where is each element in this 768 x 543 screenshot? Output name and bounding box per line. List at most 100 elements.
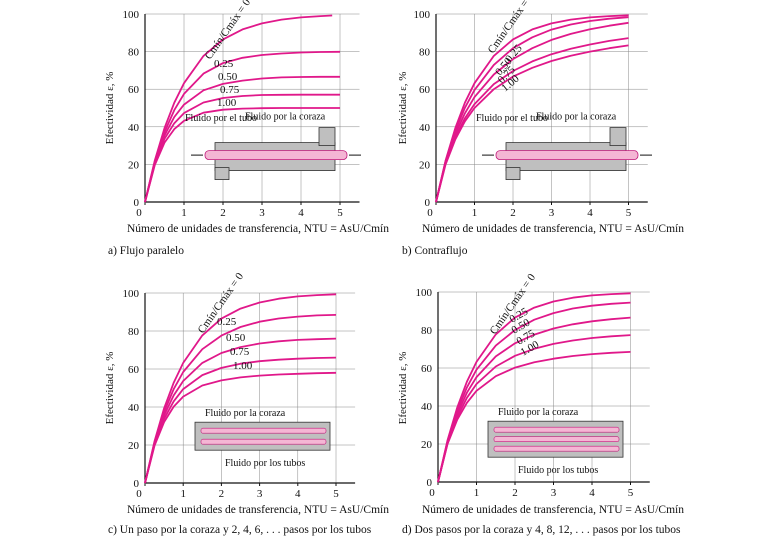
y-tick-label: 60 bbox=[419, 84, 431, 96]
chart-panel-c: 0 1 2 3 4 5 0 20 40 60 80 100 Número de unidades de … bbox=[104, 270, 389, 536]
series-label: 1.00 bbox=[233, 360, 253, 372]
x-axis-label: Número de unidades de transferencia, NTU… bbox=[422, 504, 684, 516]
y-tick-label: 100 bbox=[123, 288, 140, 300]
y-axis-label: Efectividad ε, % bbox=[104, 352, 116, 425]
x-tick-label: 3 bbox=[549, 207, 555, 219]
x-tick-label: 0 bbox=[429, 487, 435, 499]
series-line-4 bbox=[144, 371, 337, 484]
shell-nozzle bbox=[318, 127, 336, 146]
tube-pass bbox=[493, 436, 620, 443]
x-tick-label: 2 bbox=[220, 207, 226, 219]
series-line-3 bbox=[437, 334, 631, 483]
y-tick-label: 40 bbox=[128, 122, 140, 134]
x-tick-label: 3 bbox=[259, 207, 265, 219]
chart-panel-a: 0 1 2 3 4 5 0 20 40 60 80 100 Número de unidades de … bbox=[104, 0, 389, 257]
y-tick-label: 60 bbox=[128, 84, 140, 96]
y-tick-label: 0 bbox=[427, 477, 433, 489]
series-line-1 bbox=[144, 50, 341, 203]
y-tick-label: 20 bbox=[128, 159, 140, 171]
panel-caption: a) Flujo paralelo bbox=[108, 245, 184, 257]
x-tick-label: 1 bbox=[181, 207, 187, 219]
tube-pass bbox=[200, 438, 327, 445]
y-tick-label: 20 bbox=[128, 440, 140, 452]
x-tick-label: 4 bbox=[587, 207, 593, 219]
series-line-0 bbox=[144, 14, 333, 203]
x-axis-label: Número de unidades de transferencia, NTU… bbox=[422, 223, 684, 235]
series-line-3 bbox=[435, 37, 629, 203]
y-tick-label: 40 bbox=[128, 402, 140, 414]
x-tick-label: 0 bbox=[136, 207, 142, 219]
y-tick-label: 40 bbox=[419, 122, 431, 134]
x-tick-label: 0 bbox=[427, 207, 433, 219]
y-tick-label: 60 bbox=[421, 363, 433, 375]
series-line-0 bbox=[144, 293, 337, 484]
series-line-1 bbox=[437, 301, 631, 483]
series-line-4 bbox=[435, 44, 629, 203]
series-label: 0.50 bbox=[218, 71, 238, 83]
x-axis-label: Número de unidades de transferencia, NTU… bbox=[127, 223, 389, 235]
x-tick-label: 5 bbox=[337, 207, 343, 219]
shell-fluid-label: Fluido por la coraza bbox=[536, 111, 617, 122]
x-tick-label: 2 bbox=[219, 488, 225, 500]
y-tick-label: 100 bbox=[123, 9, 140, 21]
x-tick-label: 3 bbox=[551, 487, 557, 499]
series-line-3 bbox=[144, 356, 337, 484]
y-tick-label: 80 bbox=[128, 326, 140, 338]
y-tick-label: 80 bbox=[421, 325, 433, 337]
y-tick-label: 80 bbox=[419, 47, 431, 59]
series-label: 0.25 bbox=[214, 58, 234, 70]
series-label: 0.75 bbox=[230, 346, 250, 358]
x-tick-label: 5 bbox=[626, 207, 632, 219]
tube-fluid-label: Fluido por el tubo bbox=[476, 113, 548, 124]
tube-pass bbox=[493, 445, 620, 452]
x-axis-label: Número de unidades de transferencia, NTU… bbox=[127, 504, 389, 516]
series-label: 0.25 bbox=[217, 316, 237, 328]
tube-fluid-label: Fluido por el tubo bbox=[185, 113, 257, 124]
x-tick-label: 5 bbox=[333, 488, 339, 500]
y-axis-label: Efectividad ε, % bbox=[397, 352, 409, 425]
tube bbox=[495, 150, 639, 161]
series-label: 1.00 bbox=[217, 97, 237, 109]
x-tick-label: 4 bbox=[295, 488, 301, 500]
series-line-2 bbox=[435, 21, 629, 203]
x-tick-label: 2 bbox=[510, 207, 516, 219]
series-line-1 bbox=[144, 314, 337, 484]
y-tick-label: 0 bbox=[425, 197, 431, 209]
shell-nozzle bbox=[609, 127, 627, 146]
shell-nozzle bbox=[505, 167, 521, 181]
y-tick-label: 40 bbox=[421, 401, 433, 413]
series-line-3 bbox=[144, 93, 340, 203]
y-tick-label: 100 bbox=[416, 287, 433, 299]
y-axis-label: Efectividad ε, % bbox=[397, 72, 409, 145]
series-label: 0.75 bbox=[220, 84, 240, 96]
tube-fluid-label: Fluido por los tubos bbox=[225, 458, 305, 469]
exchanger-schematic: Fluido por la coraza Fluido por los tubos bbox=[487, 407, 624, 476]
panel-caption: c) Un paso por la coraza y 2, 4, 6, . . … bbox=[108, 524, 372, 536]
x-tick-label: 2 bbox=[512, 487, 518, 499]
x-tick-label: 1 bbox=[474, 487, 480, 499]
chart-panel-d: 0 1 2 3 4 5 0 20 40 60 80 100 Número de unidades de … bbox=[397, 271, 684, 536]
x-tick-label: 4 bbox=[589, 487, 595, 499]
series-line-2 bbox=[437, 316, 631, 483]
tube-pass bbox=[493, 426, 620, 433]
y-tick-label: 60 bbox=[128, 364, 140, 376]
shell-fluid-label: Fluido por la coraza bbox=[498, 407, 579, 418]
y-tick-label: 0 bbox=[134, 478, 140, 490]
x-tick-label: 1 bbox=[180, 488, 186, 500]
series-label: Cmín/Cmáx = 0 bbox=[203, 0, 254, 62]
series-line-0 bbox=[435, 14, 629, 203]
panel-caption: b) Contraflujo bbox=[402, 245, 468, 257]
chart-panel-b: 0 1 2 3 4 5 0 20 40 60 80 100 Número de unidades de … bbox=[397, 0, 684, 257]
y-tick-label: 20 bbox=[419, 159, 431, 171]
panel-caption: d) Dos pasos por la coraza y 4, 8, 12, .… bbox=[402, 524, 681, 536]
series-line-4 bbox=[144, 107, 340, 203]
series-line-0 bbox=[437, 292, 631, 483]
tube-fluid-label: Fluido por los tubos bbox=[518, 465, 598, 476]
y-tick-label: 20 bbox=[421, 439, 433, 451]
tube-pass bbox=[200, 427, 327, 434]
shell-fluid-label: Fluido por la coraza bbox=[205, 408, 286, 419]
tube bbox=[204, 150, 348, 161]
y-tick-label: 100 bbox=[414, 9, 431, 21]
